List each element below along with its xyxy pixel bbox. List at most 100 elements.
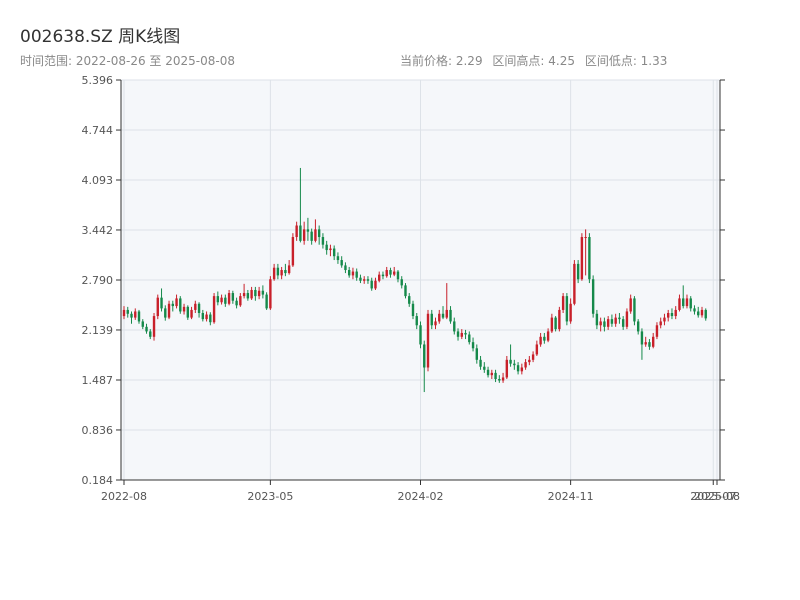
candle-body — [152, 316, 156, 337]
candle — [220, 294, 223, 305]
candle — [479, 355, 482, 370]
candle — [528, 355, 531, 366]
candle — [576, 260, 580, 284]
y-tick-label: 2.139 — [82, 324, 114, 337]
y-tick-label: 3.442 — [82, 224, 114, 237]
candle-body — [479, 359, 482, 367]
axes: 0.184 0.836 1.487 2.139 2.790 3.442 4.093 4.744… — [82, 74, 740, 503]
candle — [700, 306, 704, 318]
candle — [618, 313, 621, 324]
candle — [453, 317, 456, 335]
x-tick-label: 2025-08 — [694, 490, 740, 503]
candle — [475, 344, 478, 364]
candle-body — [381, 274, 385, 277]
candle-body — [633, 298, 636, 322]
candle — [535, 340, 539, 356]
candle-body — [250, 289, 253, 299]
x-tick-label: 2025-07 — [690, 490, 736, 503]
candle-body — [186, 306, 190, 318]
candle — [265, 292, 268, 310]
candle-body — [486, 369, 490, 376]
candle-body — [483, 366, 486, 370]
candle — [212, 293, 216, 324]
candle-body — [618, 317, 621, 320]
candles — [122, 167, 707, 393]
candle — [434, 317, 437, 330]
candle — [186, 305, 190, 320]
candle — [231, 290, 235, 304]
candle-body — [576, 263, 580, 280]
candle — [250, 286, 253, 300]
candle-body — [471, 342, 475, 349]
candle-body — [239, 296, 242, 306]
candle — [145, 323, 148, 334]
candle-body — [257, 290, 261, 297]
candle-body — [501, 377, 505, 381]
candle-body — [347, 270, 351, 276]
candle-body — [588, 237, 591, 280]
candle-body — [456, 331, 460, 337]
candle-body — [149, 331, 152, 337]
candle — [134, 308, 137, 320]
candle — [269, 276, 272, 310]
candle — [689, 296, 692, 312]
candle — [175, 294, 178, 309]
candle — [197, 302, 201, 318]
candle-body — [573, 263, 576, 304]
candle-body — [584, 237, 587, 239]
candle-body — [400, 279, 403, 286]
candle — [336, 252, 340, 264]
candle — [426, 309, 430, 372]
candle-body — [516, 365, 520, 372]
candle — [130, 311, 133, 324]
candle — [156, 294, 159, 320]
candle — [272, 263, 276, 281]
candle-body — [160, 297, 163, 309]
candle — [685, 294, 689, 309]
candle-body — [453, 321, 456, 332]
candle-body — [302, 229, 306, 241]
candle — [704, 308, 707, 321]
candle — [393, 266, 396, 277]
candle — [516, 362, 520, 375]
candle-body — [363, 279, 366, 281]
candle — [441, 306, 445, 320]
candle-body — [490, 372, 494, 376]
candle — [235, 297, 238, 309]
candle-body — [378, 274, 381, 281]
candle — [520, 363, 524, 375]
candle — [160, 288, 163, 312]
candle — [359, 274, 362, 284]
candle — [314, 219, 317, 243]
candle-body — [569, 303, 572, 322]
candle — [378, 271, 381, 283]
candle-body — [438, 313, 441, 322]
y-tick-label: 2.790 — [82, 274, 114, 287]
candle — [164, 305, 167, 321]
candle-body — [359, 277, 362, 281]
candle-body — [505, 359, 509, 378]
candle — [539, 332, 542, 347]
candle — [561, 293, 565, 314]
candle-body — [246, 293, 250, 299]
candle — [468, 331, 471, 345]
candle-body — [561, 296, 565, 310]
y-tick-label: 5.396 — [82, 74, 114, 87]
candle — [291, 233, 295, 267]
candle-body — [182, 306, 186, 312]
range-high-label: 区间高点: 4.25 — [492, 54, 575, 68]
candle — [644, 336, 647, 347]
candle-body — [194, 303, 197, 310]
candle-body — [674, 309, 677, 317]
candle-body — [543, 336, 546, 341]
candle — [655, 322, 659, 340]
candle — [302, 221, 306, 245]
candle — [261, 285, 265, 299]
candle — [182, 303, 186, 315]
candle — [633, 296, 636, 326]
candle — [456, 328, 460, 341]
candle-body — [689, 298, 692, 309]
candle-body — [306, 229, 310, 232]
candle — [595, 309, 599, 330]
